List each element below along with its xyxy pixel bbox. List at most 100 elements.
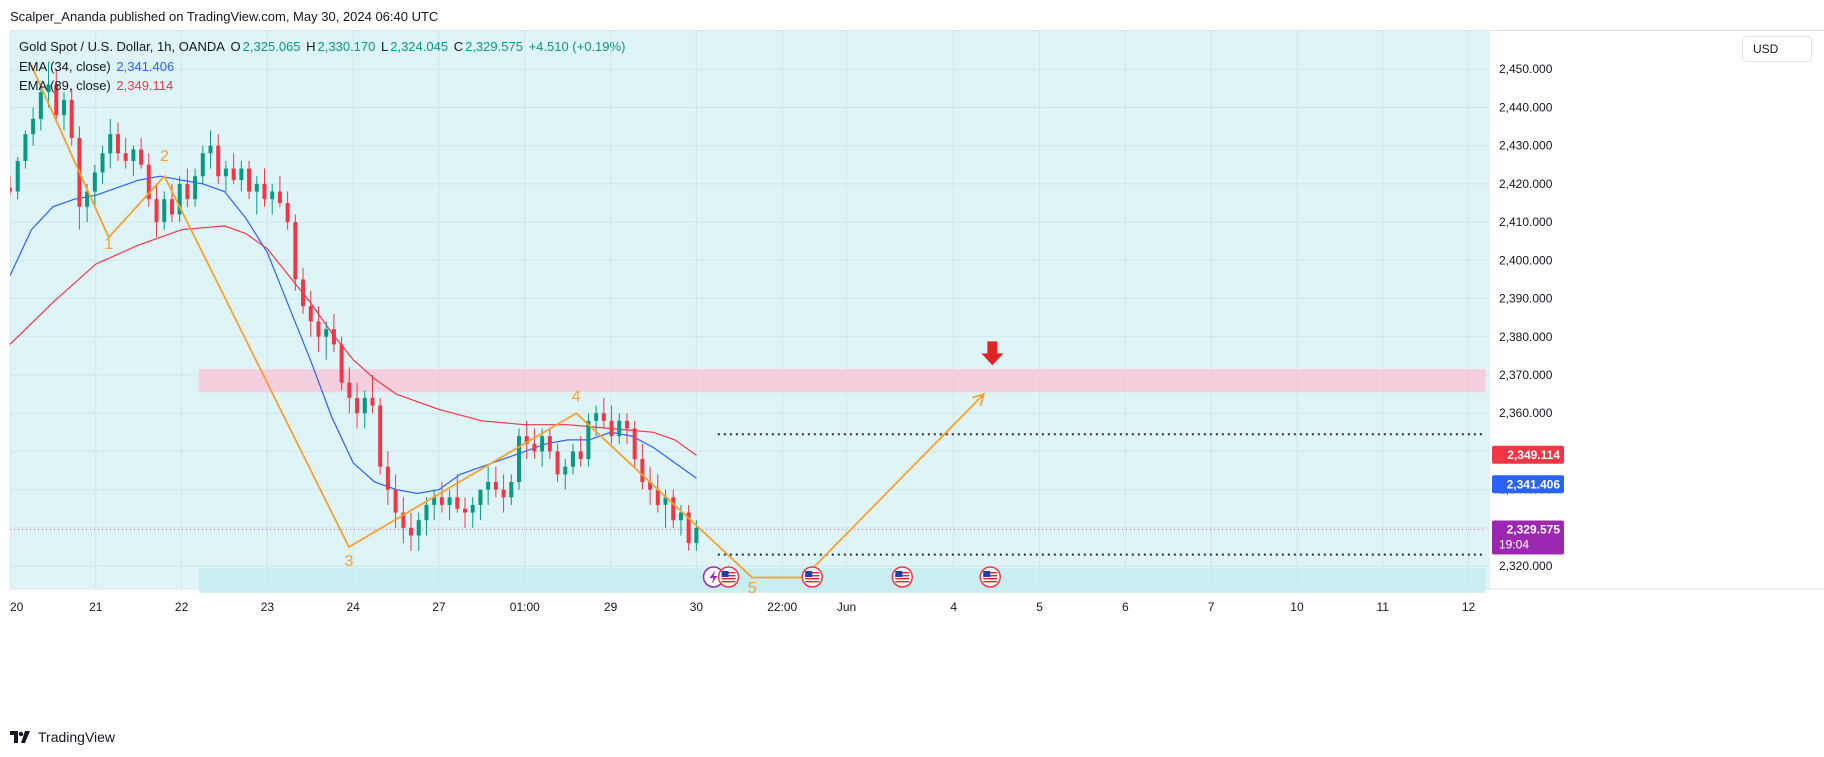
candle[interactable] xyxy=(632,420,637,467)
candle[interactable] xyxy=(270,183,275,215)
candle[interactable] xyxy=(547,428,552,460)
resistance-zone[interactable] xyxy=(198,369,1486,393)
candle[interactable] xyxy=(601,397,606,429)
candle[interactable] xyxy=(563,459,568,490)
candle[interactable] xyxy=(254,176,259,215)
candle[interactable] xyxy=(362,390,367,429)
candle[interactable] xyxy=(640,443,645,490)
candle[interactable] xyxy=(139,138,144,169)
candle[interactable] xyxy=(655,474,660,513)
candle[interactable] xyxy=(347,367,352,414)
candle[interactable] xyxy=(216,134,221,184)
candle[interactable] xyxy=(671,489,676,528)
legend-ema34-row[interactable]: EMA (34, close) 2,341.406 xyxy=(19,59,176,74)
candle[interactable] xyxy=(308,290,313,337)
candle[interactable] xyxy=(177,176,182,223)
us-flag-event-icon[interactable] xyxy=(979,566,1001,588)
candle[interactable] xyxy=(470,497,475,528)
candle[interactable] xyxy=(154,183,159,238)
us-flag-event-icon[interactable] xyxy=(891,566,914,588)
candle[interactable] xyxy=(123,138,128,169)
candle[interactable] xyxy=(447,489,452,521)
support-zone[interactable] xyxy=(198,567,1486,593)
candle[interactable] xyxy=(61,92,66,131)
price-tag-ema34[interactable]: 2,341.406 xyxy=(1492,475,1564,494)
currency-button[interactable]: USD xyxy=(1742,36,1812,62)
candle[interactable] xyxy=(331,313,336,353)
candle[interactable] xyxy=(540,428,545,467)
candle[interactable] xyxy=(501,474,506,513)
us-flag-event-icon[interactable] xyxy=(801,566,823,588)
candle[interactable] xyxy=(478,489,483,521)
candle[interactable] xyxy=(439,481,444,513)
candle[interactable] xyxy=(686,504,691,551)
candle[interactable] xyxy=(46,61,51,108)
candle[interactable] xyxy=(247,160,252,200)
candle[interactable] xyxy=(293,214,298,291)
candle[interactable] xyxy=(92,164,97,207)
candle[interactable] xyxy=(162,191,167,230)
candle[interactable] xyxy=(570,443,575,475)
candle[interactable] xyxy=(146,153,151,207)
legend-symbol-row[interactable]: Gold Spot / U.S. Dollar, 1h, OANDA O 2,32… xyxy=(19,39,627,54)
candle[interactable] xyxy=(432,489,437,521)
candle[interactable] xyxy=(23,130,28,169)
candle[interactable] xyxy=(239,160,244,192)
candle[interactable] xyxy=(455,474,460,513)
legend-ema89-row[interactable]: EMA (89, close) 2,349.114 xyxy=(19,78,175,93)
candle[interactable] xyxy=(578,436,583,467)
candle[interactable] xyxy=(555,443,560,482)
candle[interactable] xyxy=(486,466,491,505)
candle[interactable] xyxy=(617,413,622,444)
candle[interactable] xyxy=(100,145,105,184)
candle[interactable] xyxy=(193,168,198,207)
candle[interactable] xyxy=(316,306,321,353)
brand-footer[interactable]: TradingView xyxy=(10,729,115,745)
candle[interactable] xyxy=(324,321,329,360)
candle[interactable] xyxy=(301,267,306,314)
candle[interactable] xyxy=(401,497,406,544)
candle[interactable] xyxy=(624,413,629,444)
candle[interactable] xyxy=(38,84,43,131)
elliott-wave-path[interactable] xyxy=(30,65,985,579)
candle[interactable] xyxy=(355,382,360,429)
candle[interactable] xyxy=(493,466,498,498)
candle[interactable] xyxy=(131,145,136,177)
price-tag-ema89[interactable]: 2,349.114 xyxy=(1492,445,1564,464)
candle[interactable] xyxy=(648,466,653,505)
us-flag-event-icon[interactable] xyxy=(717,566,740,588)
candle[interactable] xyxy=(285,191,290,230)
sell-arrow-icon[interactable] xyxy=(981,341,1004,366)
candle[interactable] xyxy=(509,474,514,505)
candle[interactable] xyxy=(223,160,228,192)
candle[interactable] xyxy=(586,413,591,467)
candle[interactable] xyxy=(385,451,390,505)
candle[interactable] xyxy=(339,336,344,391)
candle[interactable] xyxy=(185,168,190,207)
candle[interactable] xyxy=(416,512,421,551)
candle[interactable] xyxy=(409,512,414,551)
candle[interactable] xyxy=(115,122,120,161)
ema34-line[interactable] xyxy=(10,175,697,495)
candle[interactable] xyxy=(208,130,213,169)
candle[interactable] xyxy=(231,153,236,184)
candle[interactable] xyxy=(31,107,36,146)
candle[interactable] xyxy=(378,397,383,475)
candle[interactable] xyxy=(54,69,59,123)
candle[interactable] xyxy=(10,176,12,196)
candle[interactable] xyxy=(15,157,20,200)
candle[interactable] xyxy=(277,176,282,207)
candle[interactable] xyxy=(424,497,429,536)
candle[interactable] xyxy=(370,374,375,414)
candle[interactable] xyxy=(524,420,529,460)
candle[interactable] xyxy=(69,88,74,146)
candle[interactable] xyxy=(463,497,468,528)
candle[interactable] xyxy=(108,118,113,169)
candle[interactable] xyxy=(200,145,205,184)
candle[interactable] xyxy=(262,168,267,207)
candle[interactable] xyxy=(532,428,537,460)
candle[interactable] xyxy=(516,428,521,490)
candle[interactable] xyxy=(609,405,614,444)
